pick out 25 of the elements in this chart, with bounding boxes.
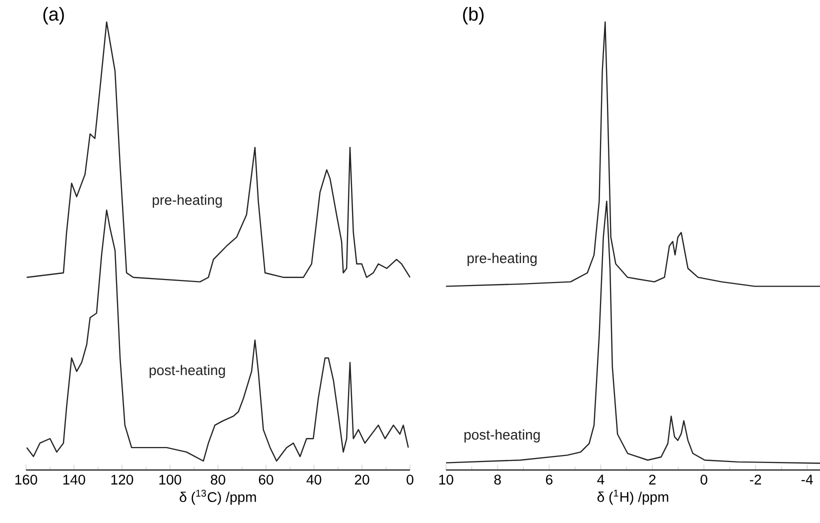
x-tick-label: 6 (546, 474, 552, 485)
series-label: post-heating (150, 364, 225, 378)
x-tick-label: 100 (159, 474, 182, 485)
x-tick-label: -2 (750, 474, 762, 484)
x-axis-title: δ ($^{1}$H) /ppm (597, 490, 668, 505)
x-tick-label: 60 (258, 474, 274, 485)
x-tick-label: 40 (306, 474, 322, 485)
series-label: pre-heating (152, 194, 222, 208)
chart-title: (b) (463, 7, 484, 24)
x-tick-label: 120 (111, 474, 134, 485)
x-tick-label: 0 (700, 474, 708, 485)
x-tick-label: -4 (802, 474, 813, 484)
x-axis-title: δ ($^{13}$C) /ppm (180, 490, 256, 505)
x-tick-label: 140 (63, 474, 86, 485)
x-tick-label: 8 (494, 474, 501, 485)
x-tick-label: 4 (597, 474, 604, 484)
x-tick-label: 0 (406, 474, 414, 485)
series-label: post-heating (464, 429, 540, 442)
series-label: pre-heating (468, 252, 537, 266)
x-tick-label: 2 (649, 474, 656, 484)
x-tick-label: 10 (439, 474, 454, 485)
x-tick-label: 80 (210, 474, 226, 485)
x-tick-label: 160 (15, 474, 38, 485)
chart-title: (a) (43, 7, 64, 24)
x-tick-label: 20 (354, 474, 370, 485)
